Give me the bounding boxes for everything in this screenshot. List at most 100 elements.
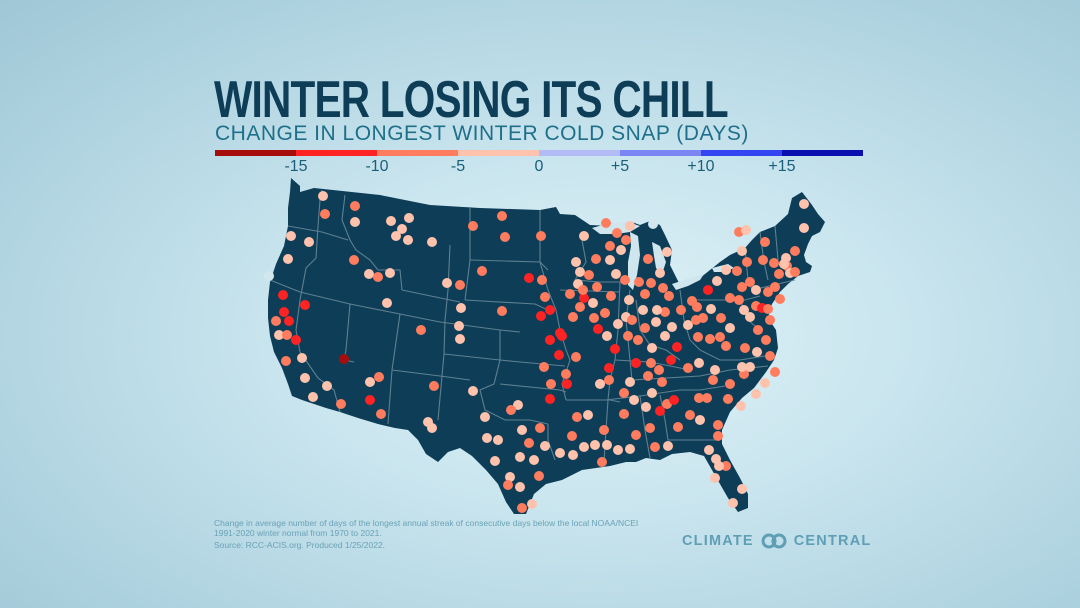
station-dot [493,435,503,445]
station-dot [633,335,643,345]
station-dot [583,410,593,420]
station-dot [284,316,294,326]
station-dot [578,285,588,295]
station-dot [571,352,581,362]
legend-bin-6 [701,150,782,156]
station-dot [477,266,487,276]
station-dot [737,362,747,372]
page-subtitle: CHANGE IN LONGEST WINTER COLD SNAP (DAYS… [215,122,749,145]
station-dot [616,245,626,255]
station-dot [503,480,513,490]
station-dot [643,254,653,264]
station-dot [799,199,809,209]
station-dot [654,365,664,375]
station-dot [297,353,307,363]
station-dot [619,388,629,398]
station-dot [657,377,667,387]
station-dot [350,201,360,211]
station-dot [752,347,762,357]
station-dot [322,381,332,391]
station-dot [572,412,582,422]
station-dot [286,231,296,241]
station-dot [599,425,609,435]
station-dot [336,399,346,409]
station-dot [655,268,665,278]
station-dot [567,431,577,441]
station-dot [601,218,611,228]
station-dot [763,304,773,314]
station-dot [613,445,623,455]
legend-bin-2 [377,150,458,156]
station-dot [589,313,599,323]
station-dot [652,305,662,315]
station-dot [349,255,359,265]
station-dot [799,223,809,233]
station-dot [634,277,644,287]
station-dot [691,315,701,325]
station-dot [723,394,733,404]
station-dot [734,295,744,305]
station-dot [497,211,507,221]
station-dot [694,393,704,403]
station-dot [741,225,751,235]
station-dot [600,308,610,318]
station-dot [271,316,281,326]
station-dot [429,381,439,391]
station-dot [579,442,589,452]
station-dot [397,224,407,234]
station-dot [404,213,414,223]
station-dot [590,440,600,450]
station-dot [694,358,704,368]
station-dot [770,282,780,292]
footnote-text: Change in average number of days of the … [214,518,639,538]
legend-bin-3 [458,150,539,156]
legend-tick: -15 [284,158,308,175]
station-dot [621,235,631,245]
station-dot [391,231,401,241]
station-dot [666,355,676,365]
station-dot [640,289,650,299]
station-dot [655,406,665,416]
station-dot [732,266,742,276]
station-dot [685,410,695,420]
station-dot [365,377,375,387]
station-dot [663,441,673,451]
station-dot [416,325,426,335]
station-dot [751,389,761,399]
legend-bin-4 [539,150,620,156]
station-dot [606,291,616,301]
station-dot [638,305,648,315]
station-dot [374,372,384,382]
station-dot [651,317,661,327]
station-dot [562,379,572,389]
station-dot [339,354,349,364]
brand-right: CENTRAL [793,533,872,549]
station-dot [728,498,738,508]
station-dot [604,375,614,385]
station-dot [692,302,702,312]
station-dot [517,503,527,513]
station-dot [568,450,578,460]
station-dot [640,323,650,333]
station-dot [480,412,490,422]
station-dot [714,461,724,471]
legend-bin-1 [296,150,377,156]
station-dot [579,231,589,241]
station-dot [705,334,715,344]
legend-tick: +15 [768,158,796,175]
station-dot [278,290,288,300]
lake-huron [652,242,666,274]
station-dot [629,395,639,405]
station-dot [274,330,284,340]
station-dot [555,448,565,458]
station-dot [721,341,731,351]
station-dot [624,295,634,305]
station-dot [282,330,292,340]
station-dot [593,324,603,334]
station-dot [761,335,771,345]
station-dot [710,473,720,483]
station-dot [725,293,735,303]
station-dot [737,484,747,494]
station-dot [658,283,668,293]
